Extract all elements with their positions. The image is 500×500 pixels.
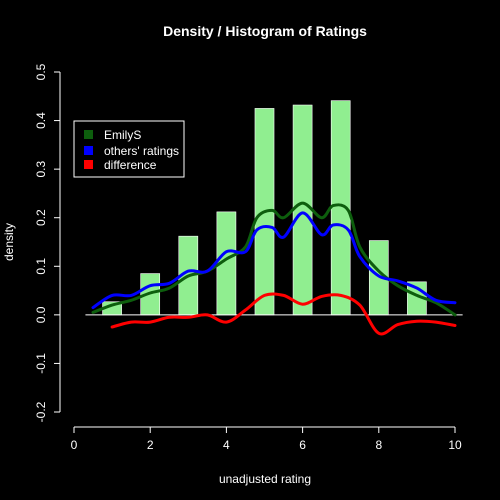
legend-swatch-difference (84, 160, 93, 169)
y-tick-label: 0.4 (34, 112, 48, 129)
x-tick-label: 10 (448, 438, 462, 452)
legend-swatch-others-ratings (84, 146, 93, 155)
legend-label-difference: difference (104, 158, 157, 172)
x-axis: 0 2 4 6 8 10 (71, 426, 462, 452)
legend-swatch-emilys (84, 130, 93, 139)
y-tick-label: 0.2 (34, 209, 48, 226)
histogram-bars (102, 100, 427, 316)
y-tick-label: -0.1 (34, 353, 48, 374)
histogram-bar (292, 104, 313, 316)
legend-label-others-ratings: others' ratings (104, 144, 179, 158)
legend: EmilyS others' ratings difference (73, 120, 185, 178)
density-series (91, 201, 457, 336)
x-tick-label: 4 (223, 438, 230, 452)
legend-label-emilys: EmilyS (104, 128, 141, 142)
series-line-difference (110, 292, 457, 336)
y-tick-label: 0.5 (34, 63, 48, 80)
y-tick-label: 0.0 (34, 306, 48, 323)
x-tick-label: 8 (375, 438, 382, 452)
x-tick-label: 0 (71, 438, 78, 452)
chart-title: Density / Histogram of Ratings (163, 23, 367, 39)
y-tick-label: -0.2 (34, 401, 48, 422)
y-axis: -0.2 -0.1 0.0 0.1 0.2 0.3 0.4 0.5 (34, 63, 61, 422)
x-tick-label: 2 (147, 438, 154, 452)
series-line-others-ratings (91, 211, 457, 310)
legend-box (73, 120, 185, 178)
y-tick-label: 0.1 (34, 258, 48, 275)
x-axis-label: unadjusted rating (219, 472, 311, 486)
y-tick-label: 0.3 (34, 160, 48, 177)
x-tick-label: 6 (299, 438, 306, 452)
y-axis-label: density (2, 223, 16, 261)
